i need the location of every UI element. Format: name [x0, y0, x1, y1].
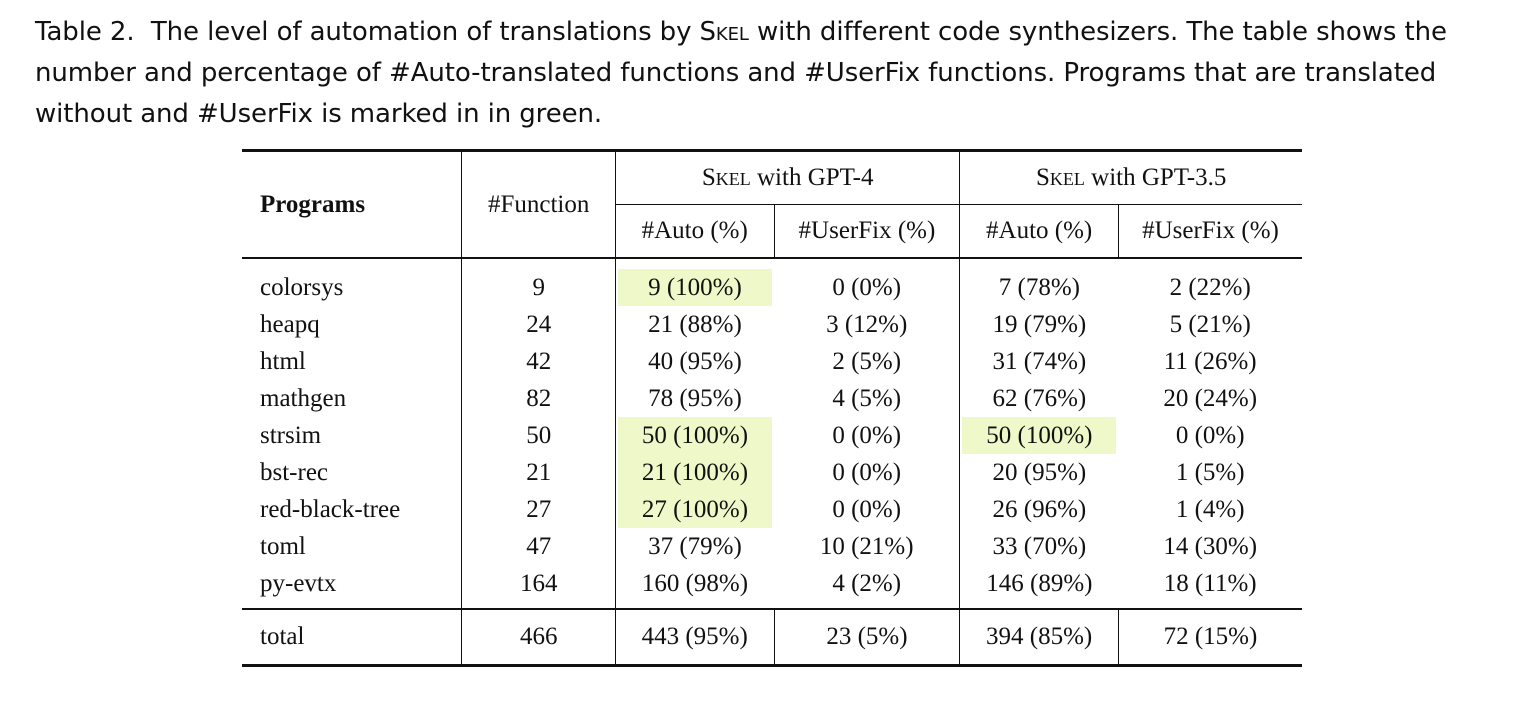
highlighted-value: 27 (100%)	[617, 491, 772, 528]
total-functions: 466	[461, 609, 616, 666]
total-gpt35-userfix: 72 (15%)	[1163, 623, 1258, 650]
caption-text-after: with different code synthesizers. The ta…	[35, 17, 1447, 129]
results-table-container: Programs #Function Skel with GPT-4 Skel …	[242, 149, 1302, 667]
header-function: #Function	[461, 150, 616, 258]
header-group-gpt4-skel: Skel	[701, 164, 751, 191]
table-row: colorsys 9 9 (100%) 0 (0%) 7 (78%) 2 (22%)	[242, 258, 1302, 306]
cell-gpt4-auto: 40 (95%)	[648, 348, 742, 375]
cell-functions: 47	[461, 528, 616, 565]
cell-gpt4-userfix: 3 (12%)	[774, 306, 961, 343]
table-row: red-black-tree 27 27 (100%) 0 (0%) 26 (96%) 1…	[242, 491, 1302, 528]
cell-gpt4-auto: 9 (100%)	[615, 258, 774, 306]
cell-program: py-evtx	[242, 565, 463, 609]
table-row: bst-rec 21 21 (100%) 0 (0%) 20 (95%) 1 (5%)	[242, 454, 1302, 491]
cell-program: red-black-tree	[242, 491, 463, 528]
cell-gpt4-userfix: 0 (0%)	[774, 454, 961, 491]
table-row: py-evtx 164 160 (98%) 4 (2%) 146 (89%) 18 (11…	[242, 565, 1302, 609]
highlighted-value: 50 (100%)	[617, 417, 772, 454]
caption-label: Table 2.	[35, 17, 135, 47]
cell-gpt35-auto: 146 (89%)	[986, 570, 1093, 597]
header-group-gpt35: Skel with GPT-3.5	[959, 150, 1302, 205]
highlighted-value: 9 (100%)	[617, 269, 772, 306]
cell-gpt4-auto: 78 (95%)	[648, 385, 742, 412]
cell-functions: 27	[461, 491, 616, 528]
cell-functions: 50	[461, 417, 616, 454]
cell-gpt35-auto: 7 (78%)	[998, 274, 1080, 301]
cell-gpt4-userfix: 4 (2%)	[774, 565, 961, 609]
header-gpt4-auto: #Auto (%)	[615, 204, 775, 258]
cell-gpt4-auto: 21 (88%)	[648, 311, 742, 338]
cell-gpt35-auto: 26 (96%)	[992, 496, 1087, 523]
header-gpt4-userfix: #UserFix (%)	[774, 204, 961, 258]
header-group-gpt4-rest: with GPT-4	[750, 164, 874, 191]
cell-gpt35-userfix: 18 (11%)	[1163, 570, 1257, 597]
cell-gpt35-userfix: 11 (26%)	[1163, 348, 1257, 375]
cell-functions: 24	[461, 306, 616, 343]
cell-functions: 9	[461, 258, 616, 306]
total-gpt35-auto: 394 (85%)	[959, 609, 1119, 666]
table-row: heapq 24 21 (88%) 3 (12%) 19 (79%) 5 (21%)	[242, 306, 1302, 343]
cell-functions: 82	[461, 380, 616, 417]
cell-gpt4-auto: 21 (100%)	[615, 454, 774, 491]
cell-gpt35-userfix: 1 (5%)	[1175, 459, 1245, 486]
caption-skel: Skel	[699, 17, 749, 47]
total-row: total 466 443 (95%) 23 (5%) 394 (85%) 72…	[242, 609, 1302, 666]
cell-gpt4-userfix: 0 (0%)	[774, 258, 961, 306]
cell-gpt35-userfix: 0 (0%)	[1175, 422, 1245, 449]
cell-functions: 164	[461, 565, 616, 609]
cell-program: colorsys	[242, 258, 463, 306]
cell-gpt4-userfix: 0 (0%)	[774, 491, 961, 528]
header-gpt35-auto: #Auto (%)	[959, 204, 1119, 258]
cell-gpt35-auto: 31 (74%)	[992, 348, 1087, 375]
total-gpt4-auto: 443 (95%)	[615, 609, 775, 666]
total-gpt4-userfix: 23 (5%)	[774, 609, 961, 666]
table-caption: Table 2. The level of automation of tran…	[35, 12, 1515, 135]
cell-gpt35-auto: 62 (76%)	[992, 385, 1087, 412]
cell-gpt4-auto: 37 (79%)	[648, 533, 742, 560]
table-row: mathgen 82 78 (95%) 4 (5%) 62 (76%) 20 (24%)	[242, 380, 1302, 417]
cell-gpt35-auto: 33 (70%)	[992, 533, 1087, 560]
header-group-gpt4: Skel with GPT-4	[615, 150, 961, 205]
cell-gpt35-userfix: 5 (21%)	[1169, 311, 1251, 338]
table-row: html 42 40 (95%) 2 (5%) 31 (74%) 11 (26%)	[242, 343, 1302, 380]
cell-functions: 21	[461, 454, 616, 491]
cell-gpt35-userfix: 2 (22%)	[1169, 274, 1251, 301]
cell-program: bst-rec	[242, 454, 463, 491]
cell-program: toml	[242, 528, 463, 565]
header-group-gpt35-skel: Skel	[1035, 164, 1085, 191]
cell-gpt35-auto: 50 (100%)	[960, 417, 1119, 454]
table-body: colorsys 9 9 (100%) 0 (0%) 7 (78%) 2 (22%) hea…	[242, 258, 1302, 609]
cell-program: heapq	[242, 306, 463, 343]
cell-gpt4-auto: 160 (98%)	[641, 570, 749, 597]
total-label: total	[242, 609, 463, 666]
cell-gpt35-userfix: 20 (24%)	[1163, 385, 1258, 412]
cell-gpt35-auto: 19 (79%)	[992, 311, 1087, 338]
results-table: Programs #Function Skel with GPT-4 Skel …	[242, 149, 1302, 667]
cell-gpt35-userfix: 14 (30%)	[1163, 533, 1258, 560]
cell-program: html	[242, 343, 463, 380]
cell-program: strsim	[242, 417, 463, 454]
cell-gpt4-userfix: 4 (5%)	[774, 380, 961, 417]
highlighted-value: 50 (100%)	[962, 417, 1117, 454]
table-row: strsim 50 50 (100%) 0 (0%) 50 (100%) 0 (0%)	[242, 417, 1302, 454]
table-row: toml 47 37 (79%) 10 (21%) 33 (70%) 14 (30%)	[242, 528, 1302, 565]
cell-program: mathgen	[242, 380, 463, 417]
highlighted-value: 21 (100%)	[617, 454, 772, 491]
cell-gpt4-auto: 50 (100%)	[615, 417, 774, 454]
cell-gpt4-userfix: 10 (21%)	[774, 528, 961, 565]
header-gpt35-userfix: #UserFix (%)	[1142, 217, 1279, 244]
cell-gpt4-userfix: 0 (0%)	[774, 417, 961, 454]
header-group-gpt35-rest: with GPT-3.5	[1084, 164, 1227, 191]
cell-gpt4-auto: 27 (100%)	[615, 491, 774, 528]
caption-text-before: The level of automation of translations …	[150, 17, 700, 47]
cell-functions: 42	[461, 343, 616, 380]
cell-gpt35-userfix: 1 (4%)	[1175, 496, 1245, 523]
cell-gpt4-userfix: 2 (5%)	[774, 343, 961, 380]
header-programs: Programs	[242, 150, 463, 258]
cell-gpt35-auto: 20 (95%)	[992, 459, 1087, 486]
